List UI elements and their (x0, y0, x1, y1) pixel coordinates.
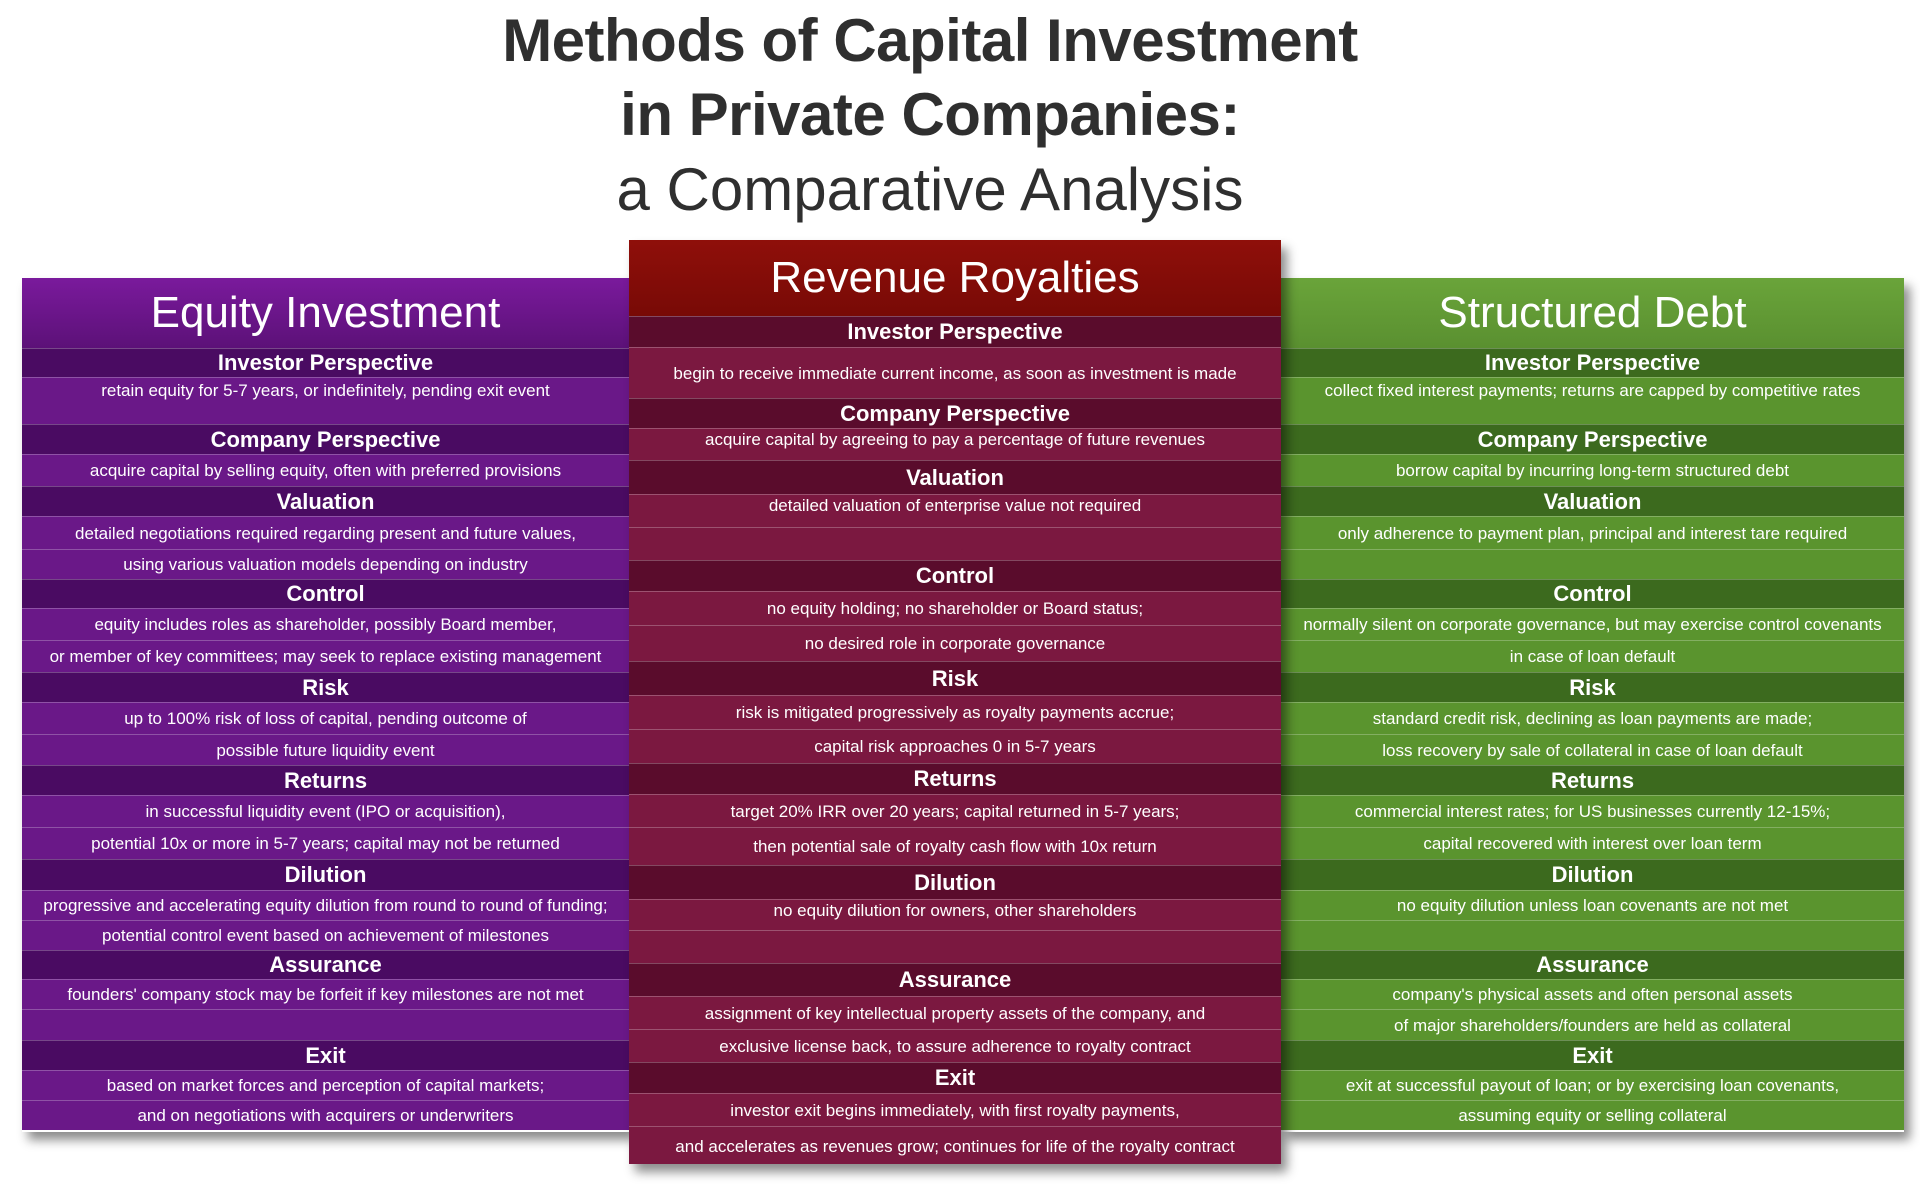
section-text: collect fixed interest payments; returns… (1281, 377, 1904, 424)
section-text (1281, 920, 1904, 950)
section-heading: Dilution (1281, 859, 1904, 890)
title-line-1: Methods of Capital Investment (502, 7, 1358, 74)
section-text (629, 527, 1281, 560)
section-text: of major shareholders/founders are held … (1281, 1009, 1904, 1040)
equity-investment-column: Equity Investment Investor Perspective r… (22, 278, 629, 1132)
section-heading: Company Perspective (1281, 424, 1904, 454)
section-heading: Control (22, 579, 629, 608)
section-heading: Investor Perspective (1281, 348, 1904, 377)
section-heading: Assurance (22, 950, 629, 979)
section-heading: Risk (629, 661, 1281, 695)
section-text: or member of key committees; may seek to… (22, 640, 629, 672)
section-heading: Investor Perspective (22, 348, 629, 377)
section-heading: Exit (629, 1062, 1281, 1093)
section-heading: Assurance (629, 963, 1281, 996)
section-text: acquire capital by agreeing to pay a per… (629, 428, 1281, 460)
section-heading: Risk (22, 672, 629, 702)
section-text: target 20% IRR over 20 years; capital re… (629, 794, 1281, 827)
section-text: no desired role in corporate governance (629, 625, 1281, 661)
section-heading: Exit (22, 1040, 629, 1070)
section-text: founders' company stock may be forfeit i… (22, 979, 629, 1009)
section-heading: Valuation (22, 486, 629, 516)
section-heading: Exit (1281, 1040, 1904, 1070)
section-heading: Returns (1281, 765, 1904, 795)
section-text: progressive and accelerating equity dilu… (22, 890, 629, 920)
section-text: detailed valuation of enterprise value n… (629, 494, 1281, 527)
section-text (629, 930, 1281, 963)
section-text: using various valuation models depending… (22, 549, 629, 579)
structured-debt-column: Structured Debt Investor Perspective col… (1281, 278, 1904, 1132)
section-text: then potential sale of royalty cash flow… (629, 827, 1281, 865)
page-title: Methods of Capital Investment in Private… (0, 0, 1860, 228)
section-text: retain equity for 5-7 years, or indefini… (22, 377, 629, 424)
section-text: borrow capital by incurring long-term st… (1281, 454, 1904, 486)
section-text: based on market forces and perception of… (22, 1070, 629, 1100)
section-text: begin to receive immediate current incom… (629, 347, 1281, 398)
section-text: possible future liquidity event (22, 734, 629, 765)
section-text: up to 100% risk of loss of capital, pend… (22, 702, 629, 734)
section-heading: Assurance (1281, 950, 1904, 979)
section-text: normally silent on corporate governance,… (1281, 608, 1904, 640)
section-text: investor exit begins immediately, with f… (629, 1093, 1281, 1126)
section-heading: Control (1281, 579, 1904, 608)
section-text: no equity dilution unless loan covenants… (1281, 890, 1904, 920)
subtitle-line: a Comparative Analysis (616, 156, 1244, 223)
section-text: acquire capital by selling equity, often… (22, 454, 629, 486)
section-text (1281, 549, 1904, 579)
section-text: potential control event based on achieve… (22, 920, 629, 950)
section-heading: Dilution (22, 859, 629, 890)
section-text: commercial interest rates; for US busine… (1281, 795, 1904, 827)
section-heading: Returns (22, 765, 629, 795)
section-text: assuming equity or selling collateral (1281, 1100, 1904, 1130)
column-title: Structured Debt (1281, 278, 1904, 348)
section-text: loss recovery by sale of collateral in c… (1281, 734, 1904, 765)
section-text: and on negotiations with acquirers or un… (22, 1100, 629, 1130)
section-heading: Dilution (629, 865, 1281, 899)
section-heading: Valuation (629, 460, 1281, 494)
column-title: Revenue Royalties (629, 240, 1281, 316)
section-heading: Risk (1281, 672, 1904, 702)
revenue-royalties-column: Revenue Royalties Investor Perspective b… (629, 240, 1281, 1164)
section-text: equity includes roles as shareholder, po… (22, 608, 629, 640)
section-text: capital risk approaches 0 in 5-7 years (629, 729, 1281, 763)
section-text: and accelerates as revenues grow; contin… (629, 1126, 1281, 1164)
section-text: in successful liquidity event (IPO or ac… (22, 795, 629, 827)
section-text: assignment of key intellectual property … (629, 996, 1281, 1029)
section-text: in case of loan default (1281, 640, 1904, 672)
section-text: no equity dilution for owners, other sha… (629, 899, 1281, 930)
section-text: standard credit risk, declining as loan … (1281, 702, 1904, 734)
section-heading: Control (629, 560, 1281, 591)
section-heading: Valuation (1281, 486, 1904, 516)
section-text: detailed negotiations required regarding… (22, 516, 629, 549)
section-text: capital recovered with interest over loa… (1281, 827, 1904, 859)
section-text: exit at successful payout of loan; or by… (1281, 1070, 1904, 1100)
section-text (22, 1009, 629, 1040)
section-text: exclusive license back, to assure adhere… (629, 1029, 1281, 1062)
section-heading: Company Perspective (629, 398, 1281, 428)
title-line-2: in Private Companies: (620, 81, 1240, 148)
section-text: no equity holding; no shareholder or Boa… (629, 591, 1281, 625)
section-text: company's physical assets and often pers… (1281, 979, 1904, 1009)
section-heading: Company Perspective (22, 424, 629, 454)
section-heading: Investor Perspective (629, 316, 1281, 347)
section-text: risk is mitigated progressively as royal… (629, 695, 1281, 729)
section-heading: Returns (629, 763, 1281, 794)
section-text: only adherence to payment plan, principa… (1281, 516, 1904, 549)
section-text: potential 10x or more in 5-7 years; capi… (22, 827, 629, 859)
column-title: Equity Investment (22, 278, 629, 348)
